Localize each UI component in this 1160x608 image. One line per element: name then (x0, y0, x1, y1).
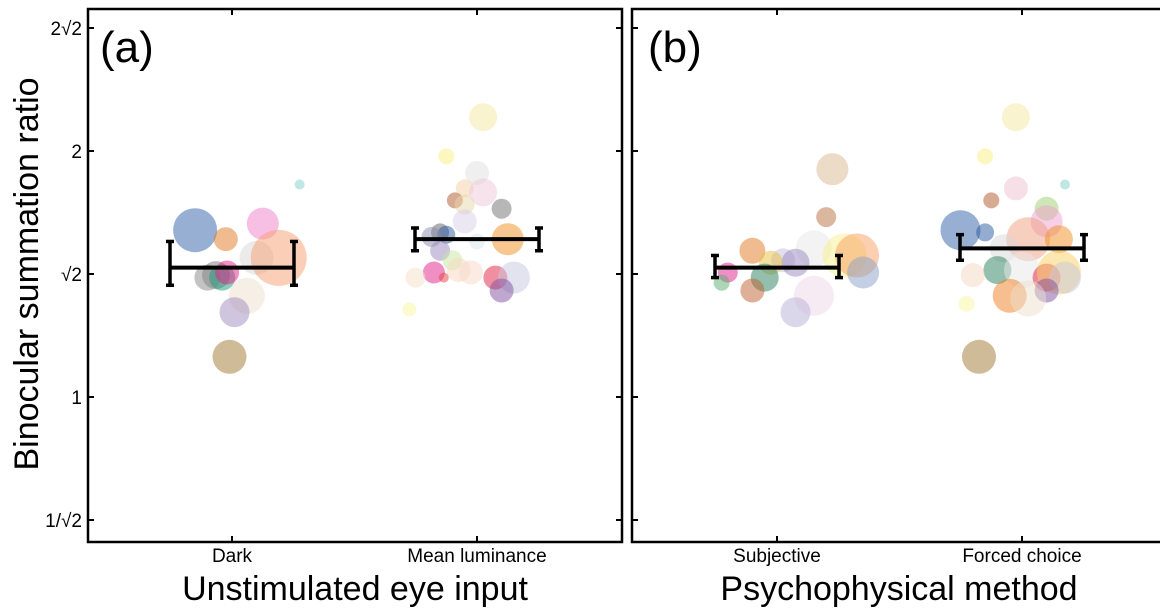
panel-label-b: (b) (648, 23, 702, 72)
data-point (740, 278, 765, 303)
points-layer-b (713, 103, 1081, 374)
panel-b: Subjective Forced choice (b) Psychophysic… (630, 7, 1160, 608)
data-point (983, 192, 1000, 209)
data-point (816, 153, 849, 186)
x-ticks-a: Dark Mean luminance (212, 9, 547, 567)
data-point (215, 260, 240, 285)
data-point (250, 229, 307, 286)
data-point (469, 178, 498, 207)
data-point (405, 267, 426, 288)
x-tick-label: Subjective (733, 546, 821, 567)
data-point (962, 339, 996, 374)
data-point (438, 272, 449, 283)
data-point (977, 148, 994, 165)
y-axis-title: Binocular summation ratio (8, 77, 46, 470)
y-ticks-b (632, 27, 638, 521)
data-point (491, 198, 512, 219)
data-point (469, 233, 485, 250)
errorbars-layer-a (166, 226, 543, 288)
data-point (213, 227, 238, 252)
data-point (976, 223, 995, 242)
y-tick-label: 2 (71, 142, 82, 163)
summary-errorbar (711, 253, 843, 280)
plot-frame-a (86, 7, 624, 544)
data-point (489, 278, 514, 303)
data-point (219, 297, 250, 328)
y-tick-label: 1 (71, 388, 82, 409)
panel-a: 1/√2 1 √2 2 2√2 Dark Mean luminance (a) Unsti… (45, 7, 624, 608)
data-point (958, 295, 975, 312)
data-point (940, 210, 981, 251)
x-tick-label: Dark (212, 546, 253, 567)
y-tick-label: 2√2 (50, 19, 82, 40)
data-point (402, 302, 417, 317)
data-point (1001, 103, 1030, 132)
data-point (452, 209, 477, 234)
x-axis-title-b: Psychophysical method (720, 570, 1077, 608)
data-point (780, 297, 811, 328)
data-point (469, 103, 498, 132)
summary-errorbar (411, 226, 543, 253)
data-point (1060, 179, 1070, 190)
y-ticks-a: 1/√2 1 √2 2 2√2 (45, 19, 622, 532)
data-point (983, 256, 1012, 285)
data-point (454, 194, 475, 215)
y-tick-label: √2 (61, 265, 82, 286)
data-point (847, 256, 880, 289)
data-point (173, 208, 218, 253)
panel-label-a: (a) (100, 23, 154, 72)
data-point (438, 148, 455, 165)
data-point (212, 339, 247, 374)
data-point (816, 207, 837, 228)
data-point (781, 248, 810, 277)
summary-errorbar (956, 232, 1088, 263)
data-point (960, 263, 985, 288)
data-point (1004, 252, 1040, 289)
data-point (1010, 280, 1047, 317)
x-tick-label: Forced choice (962, 546, 1081, 567)
x-tick-label: Mean luminance (407, 546, 546, 567)
y-tick-label: 1/√2 (45, 511, 82, 532)
x-axis-title-a: Unstimulated eye input (182, 570, 528, 608)
data-point (1044, 225, 1073, 254)
errorbars-layer-b (711, 232, 1088, 280)
data-point (739, 237, 766, 264)
plot-frame-b (630, 7, 1160, 544)
x-ticks-b: Subjective Forced choice (733, 9, 1082, 567)
data-point (1003, 176, 1028, 201)
summary-errorbar (166, 239, 298, 288)
data-point (458, 260, 483, 285)
data-point (294, 179, 305, 190)
